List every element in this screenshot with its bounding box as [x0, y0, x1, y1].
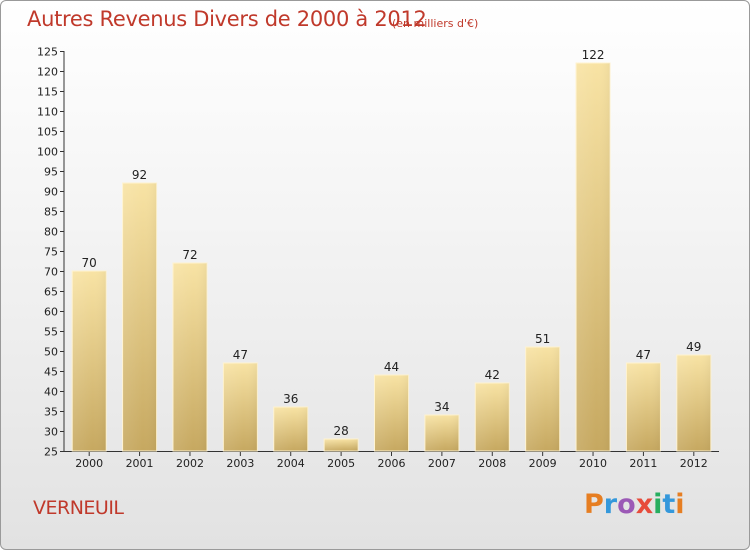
bar-shine-2012: [676, 355, 711, 451]
data-label-2004: 36: [283, 392, 298, 406]
logo-letter: r: [603, 489, 618, 520]
bar-shine-2002: [172, 263, 207, 451]
logo-letter: P: [584, 489, 604, 520]
data-label-2006: 44: [384, 360, 399, 374]
data-labels-group: 70 92 72 47 36 28 44 34 42 51 122 47 49: [82, 48, 702, 438]
x-axis: 2000 2001 2002 2003 2004 2005 2006 2007 2008 2009…: [64, 451, 719, 470]
y-tick-label: 70: [44, 266, 58, 279]
y-tick-label: 75: [44, 246, 58, 259]
x-tick-label: 2011: [629, 457, 657, 470]
bar-shine-2011: [626, 363, 661, 451]
y-tick-label: 80: [44, 226, 58, 239]
data-label-2011: 47: [636, 348, 651, 362]
data-label-2008: 42: [485, 368, 500, 382]
y-tick-label: 125: [37, 46, 58, 59]
logo-letter: x: [635, 489, 654, 520]
y-tick-label: 35: [44, 406, 58, 419]
y-tick-label: 30: [44, 426, 58, 439]
data-label-2007: 34: [434, 400, 449, 414]
logo-letter: o: [617, 489, 636, 520]
city-name: VERNEUIL: [33, 497, 124, 519]
x-tick-label: 2001: [126, 457, 154, 470]
bars-group: [71, 62, 712, 452]
bar-shine-2010: [576, 63, 611, 451]
bar-shine-2008: [475, 383, 510, 451]
logo-letter: t: [662, 489, 676, 520]
data-label-2002: 72: [182, 248, 197, 262]
chart-title: Autres Revenus Divers de 2000 à 2012: [27, 7, 427, 31]
bar-shine-2007: [424, 415, 459, 451]
proxiti-logo: Proxiti: [584, 489, 685, 520]
y-axis: 25 30 35 40 45 50 55 60 65 70 75 80 85 90 95 100 105 110 1…: [37, 46, 65, 459]
y-tick-label: 25: [44, 446, 58, 459]
bar-shine-2006: [374, 375, 409, 451]
y-tick-label: 120: [37, 66, 58, 79]
data-label-2005: 28: [333, 424, 348, 438]
x-tick-label: 2010: [579, 457, 607, 470]
data-label-2003: 47: [233, 348, 248, 362]
y-tick-label: 110: [37, 106, 58, 119]
bar-shine-2005: [324, 439, 359, 451]
data-label-2001: 92: [132, 168, 147, 182]
x-tick-label: 2007: [428, 457, 456, 470]
y-tick-label: 40: [44, 386, 58, 399]
x-tick-label: 2006: [378, 457, 406, 470]
data-label-2000: 70: [82, 256, 97, 270]
bar-shine-2003: [223, 363, 258, 451]
y-tick-label: 90: [44, 186, 58, 199]
x-tick-label: 2012: [680, 457, 708, 470]
x-tick-label: 2000: [75, 457, 103, 470]
x-tick-label: 2005: [327, 457, 355, 470]
x-tick-label: 2003: [226, 457, 254, 470]
x-tick-label: 2009: [529, 457, 557, 470]
y-tick-label: 95: [44, 166, 58, 179]
y-tick-label: 50: [44, 346, 58, 359]
logo-letter: i: [653, 489, 663, 520]
y-tick-label: 65: [44, 286, 58, 299]
y-tick-label: 85: [44, 206, 58, 219]
data-label-2010: 122: [582, 48, 605, 62]
logo-letter: i: [675, 489, 685, 520]
bar-shine-2001: [122, 183, 157, 451]
y-tick-label: 105: [37, 126, 58, 139]
x-tick-label: 2002: [176, 457, 204, 470]
y-tick-label: 100: [37, 146, 58, 159]
bar-shine-2009: [525, 347, 560, 451]
x-tick-label: 2004: [277, 457, 305, 470]
y-tick-label: 60: [44, 306, 58, 319]
bar-shine-2004: [273, 407, 308, 451]
y-tick-label: 55: [44, 326, 58, 339]
data-label-2009: 51: [535, 332, 550, 346]
x-tick-label: 2008: [478, 457, 506, 470]
y-tick-label: 45: [44, 366, 58, 379]
bar-shine-2000: [72, 271, 107, 451]
y-tick-label: 115: [37, 86, 58, 99]
data-label-2012: 49: [686, 340, 701, 354]
chart-subtitle: (en milliers d'€): [392, 17, 479, 30]
